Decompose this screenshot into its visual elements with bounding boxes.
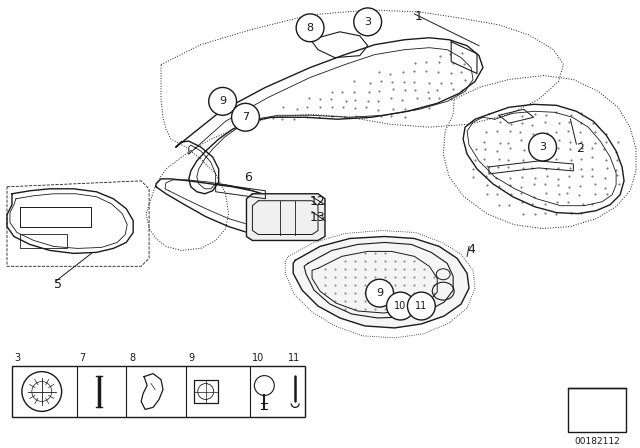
Text: 3: 3 (14, 353, 20, 363)
Text: 8: 8 (129, 353, 135, 363)
Text: 2: 2 (577, 142, 584, 155)
Circle shape (22, 372, 61, 411)
Circle shape (408, 292, 435, 320)
Text: 6: 6 (244, 171, 252, 184)
Text: 3: 3 (539, 142, 546, 152)
Circle shape (209, 87, 237, 115)
Bar (194, 379, 218, 404)
Circle shape (232, 103, 259, 131)
Text: 9: 9 (376, 288, 383, 298)
Text: 3: 3 (364, 17, 371, 27)
Circle shape (365, 279, 394, 307)
Text: 13: 13 (310, 211, 326, 224)
Text: 10: 10 (252, 353, 265, 363)
Text: 5: 5 (54, 278, 61, 291)
Text: 00182112: 00182112 (574, 437, 620, 446)
Text: 11: 11 (288, 353, 300, 363)
Text: 1: 1 (414, 10, 422, 23)
Text: 7: 7 (79, 353, 86, 363)
Text: 12: 12 (310, 195, 326, 208)
Circle shape (296, 14, 324, 42)
Text: 8: 8 (307, 23, 314, 33)
Text: 9: 9 (219, 96, 226, 106)
Circle shape (387, 292, 414, 320)
Text: 7: 7 (242, 112, 249, 122)
Circle shape (529, 133, 557, 161)
Text: 9: 9 (189, 353, 195, 363)
Bar (12, 366, 305, 418)
Circle shape (354, 8, 381, 36)
Polygon shape (246, 194, 325, 241)
Text: 11: 11 (415, 301, 428, 311)
Text: 4: 4 (467, 243, 475, 256)
Polygon shape (293, 237, 469, 328)
Text: 10: 10 (394, 301, 406, 311)
Bar (568, 388, 626, 432)
